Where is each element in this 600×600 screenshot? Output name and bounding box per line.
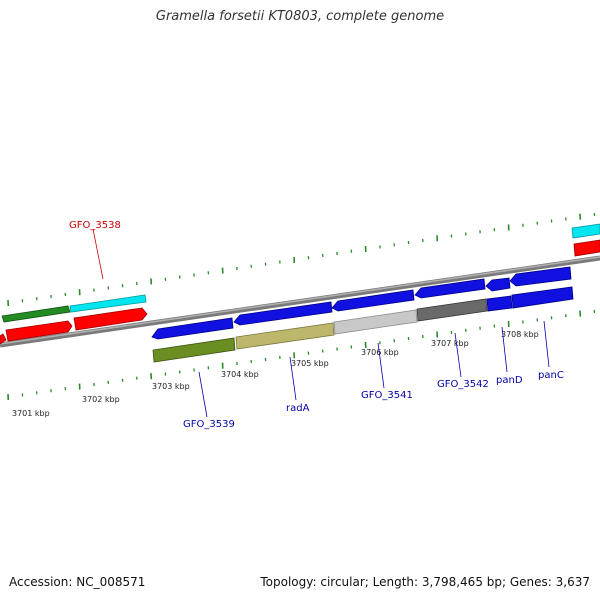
kbp-label: 3706 kbp [361, 348, 399, 357]
kbp-label: 3708 kbp [501, 330, 539, 339]
gene-arrow-blue-gfo-3541[interactable] [331, 289, 415, 312]
genome-backbone [0, 255, 600, 348]
gene-bar-blue-pand[interactable] [486, 295, 513, 312]
kbp-label: 3702 kbp [82, 395, 120, 404]
gene-arrow-blue-pand[interactable] [485, 277, 511, 292]
gene-bar-olive[interactable] [152, 337, 236, 363]
gene-leader-rada [289, 356, 297, 401]
gene-label-rada[interactable]: radA [286, 403, 310, 414]
gene-label-gfo-3542[interactable]: GFO_3542 [437, 379, 489, 390]
gene-leader-gfo-3542 [454, 332, 462, 378]
gene-arrow-blue-gfo-3542[interactable] [414, 278, 486, 299]
inner-tick-row [7, 309, 596, 401]
gene-arrow-blue-gfo-3539[interactable] [151, 317, 234, 340]
accession-text: Accession: NC_008571 [9, 575, 146, 589]
gene-leader-gfo-3538 [92, 228, 104, 280]
kbp-label: 3701 kbp [12, 409, 50, 418]
gene-arrow-red-left-a[interactable] [5, 320, 73, 342]
gene-arrow-blue-rada[interactable] [233, 301, 333, 326]
genome-backbone-highlight [0, 256, 600, 345]
gene-arrow-green-upper[interactable] [1, 305, 71, 323]
gene-arrow-blue-panc[interactable] [509, 266, 572, 287]
gene-label-pand[interactable]: panD [496, 375, 523, 386]
topology-text: Topology: circular; Length: 3,798,465 bp… [260, 575, 590, 589]
gene-bar-blue-panc[interactable] [511, 286, 574, 309]
kbp-label: 3705 kbp [291, 359, 329, 368]
gene-arrow-red-edge[interactable] [0, 333, 7, 345]
gene-bar-darkgray[interactable] [416, 298, 488, 322]
gene-leader-gfo-3541 [377, 342, 385, 389]
gene-leader-gfo-3539 [198, 371, 208, 418]
page-title: Gramella forsetii KT0803, complete genom… [155, 9, 445, 24]
kbp-label: 3703 kbp [152, 382, 190, 391]
gene-arrow-cyan-right[interactable] [571, 223, 600, 239]
gene-label-gfo-3541[interactable]: GFO_3541 [361, 390, 413, 401]
gene-bar-lightgray[interactable] [333, 309, 418, 335]
gene-bar-khaki[interactable] [235, 322, 335, 350]
gene-label-gfo-3538[interactable]: GFO_3538 [69, 220, 121, 231]
kbp-label: 3704 kbp [221, 370, 259, 379]
gene-label-panc[interactable]: panC [538, 370, 564, 381]
outer-tick-row [7, 213, 596, 307]
gene-leader-pand [501, 326, 508, 373]
gene-arrow-cyan-upper[interactable] [69, 294, 147, 313]
gene-arrow-red-left-b[interactable] [73, 307, 148, 331]
kbp-label: 3707 kbp [431, 339, 469, 348]
gene-leader-panc [543, 320, 550, 368]
gene-arrow-red-right[interactable] [573, 239, 600, 257]
gene-label-gfo-3539[interactable]: GFO_3539 [183, 419, 235, 430]
